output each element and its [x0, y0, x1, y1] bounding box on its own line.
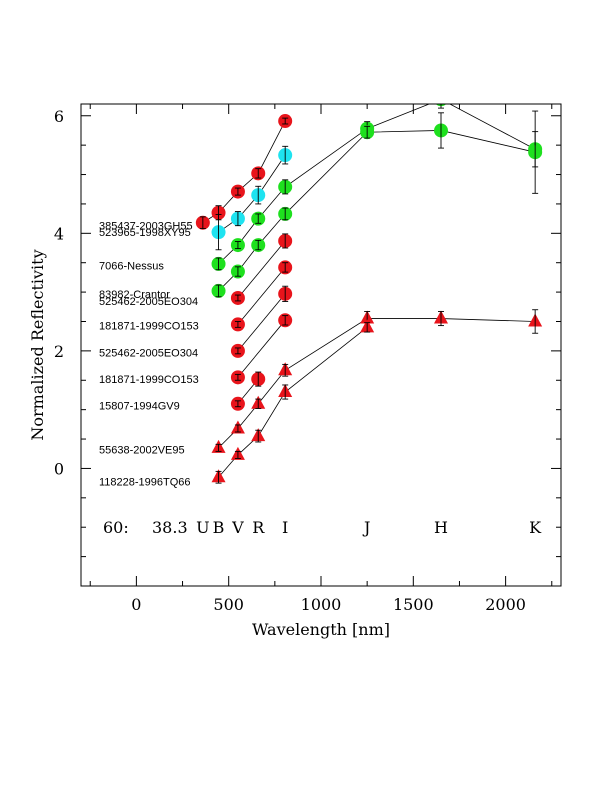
x-tick-label: 1000: [301, 595, 342, 614]
object-label: 118228-1996TQ66: [99, 476, 191, 488]
x-axis-label: Wavelength [nm]: [252, 620, 390, 639]
series-line: [237, 267, 286, 325]
series-line: [218, 154, 286, 233]
y-axis-label: Normalized Reflectivity: [28, 249, 47, 440]
object-label: 7066-Nessus: [99, 261, 164, 273]
plot-content: [195, 104, 543, 484]
tick-labels: 0 500 1000 1500 2000 0 2 4 6: [54, 107, 526, 614]
x-tick-label: 2000: [485, 595, 526, 614]
object-label: 385437-2003GH55: [99, 221, 193, 233]
object-label: 181871-1999CO153: [99, 321, 199, 333]
band-label: V: [231, 518, 244, 537]
series-line: [237, 320, 286, 378]
series-line: [237, 240, 286, 299]
band-label: R: [252, 518, 265, 537]
object-label: 15807-1994GV9: [99, 401, 180, 413]
object-label: 525462-2005EO304: [99, 348, 198, 360]
object-label: 523965-1998XY95: [99, 227, 191, 239]
annotation-38-3: 38.3: [152, 518, 188, 537]
object-label: 55638-2002VE95: [99, 445, 185, 457]
y-tick-label: 4: [54, 224, 64, 243]
series-line: [218, 318, 536, 449]
series-group: [195, 104, 543, 484]
band-label: J: [362, 518, 370, 537]
series-line: [218, 104, 536, 265]
object-label: 83982-Crantor: [99, 289, 170, 301]
x-tick-label: 0: [131, 595, 141, 614]
band-label: H: [434, 518, 448, 537]
band-label: I: [282, 518, 288, 537]
y-tick-label: 6: [54, 107, 64, 126]
series-line: [218, 130, 536, 292]
x-tick-label: 500: [213, 595, 244, 614]
plot-frame: [80, 103, 562, 587]
series-line: [237, 293, 286, 352]
x-tick-label: 1500: [393, 595, 434, 614]
axis-ticks: [81, 104, 561, 586]
band-label: B: [213, 518, 225, 537]
band-label: U: [196, 518, 209, 537]
band-label: K: [529, 518, 542, 537]
y-tick-label: 2: [54, 342, 64, 361]
object-label: 181871-1999CO153: [99, 374, 199, 386]
object-label: 525462-2005EO304: [99, 296, 198, 308]
y-tick-label: 0: [54, 459, 64, 478]
annotation-60: 60:: [103, 518, 129, 537]
